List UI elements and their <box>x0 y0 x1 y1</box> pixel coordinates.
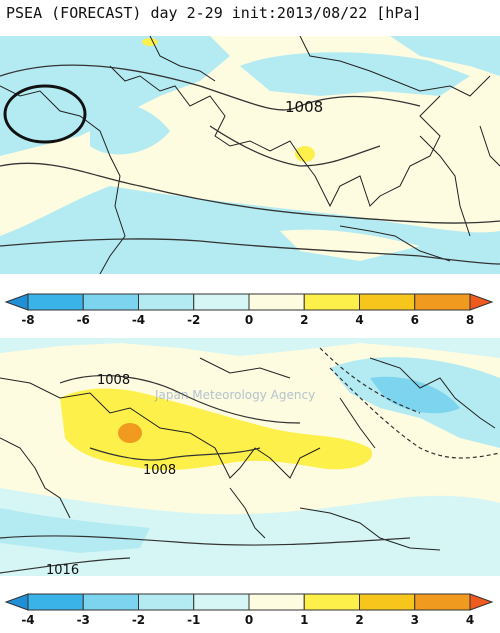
colorbar-segment <box>248 593 305 611</box>
negative-anomaly-region <box>280 229 420 261</box>
negative-anomaly-region <box>90 102 170 155</box>
colorbar-segment <box>138 593 195 611</box>
watermark: Japan Meteorology Agency <box>155 388 316 402</box>
colorbar-segment <box>414 293 471 311</box>
colorbar-segment <box>303 593 360 611</box>
colorbar-tick-label: -4 <box>21 613 34 627</box>
colorbar-tick-label: 2 <box>300 313 308 327</box>
colorbar-tick-label: 4 <box>355 313 363 327</box>
colorbar-segment <box>359 293 416 311</box>
colorbar-segment <box>4 293 29 311</box>
negative-anomaly-region <box>0 488 500 576</box>
colorbar-segment <box>303 293 360 311</box>
colorbar-tick-label: 0 <box>245 613 253 627</box>
colorbar-segment <box>414 593 471 611</box>
low-pressure-contour <box>3 84 87 144</box>
chart-title: PSEA (FORECAST) day 2-29 init:2013/08/22… <box>6 4 422 22</box>
colorbar-tick-label: 6 <box>411 313 419 327</box>
colorbar-segment <box>27 293 84 311</box>
contour-label: 1008 <box>285 98 323 116</box>
colorbar-tick-label: 1 <box>300 613 308 627</box>
contour-label: 1008 <box>97 373 130 388</box>
colorbar-tick-label: -8 <box>21 313 34 327</box>
colorbar-segment <box>359 593 416 611</box>
colorbar-tick-label: 8 <box>466 313 474 327</box>
isobars <box>0 64 500 265</box>
negative-anomaly-region <box>0 338 500 358</box>
colorbar-segment <box>82 293 139 311</box>
positive-anomaly-spot <box>295 146 315 162</box>
bottom-colorbar: -4 -3 -2 -1 0 1 2 3 4 <box>4 593 494 627</box>
colorbar-segment <box>193 593 250 611</box>
colorbar-segment <box>82 593 139 611</box>
colorbar-segment <box>469 293 494 311</box>
colorbar-tick-label: 0 <box>245 313 253 327</box>
colorbar-tick-label: -6 <box>77 313 90 327</box>
positive-anomaly-spot <box>142 38 158 46</box>
colorbar-tick-label: 2 <box>355 613 363 627</box>
colorbar-tick-label: -2 <box>187 313 200 327</box>
colorbar-segment <box>138 293 195 311</box>
negative-anomaly-region <box>240 52 470 96</box>
negative-anomaly-region <box>390 36 500 76</box>
coastlines <box>0 357 496 551</box>
colorbar-segment <box>193 293 250 311</box>
contour-label: 1016 <box>46 563 79 576</box>
colorbar-tick-label: 4 <box>466 613 474 627</box>
negative-anomaly-region <box>0 508 150 553</box>
isobars <box>0 347 500 574</box>
negative-anomaly-region <box>370 376 460 414</box>
colorbar-segment <box>248 293 305 311</box>
colorbar-segment <box>4 593 29 611</box>
colorbar-segment <box>469 593 494 611</box>
top-anomaly-map: 1008 <box>0 36 500 274</box>
top-colorbar: -8 -6 -4 -2 0 2 4 6 8 <box>4 293 494 327</box>
colorbar-tick-label: -3 <box>77 613 90 627</box>
contour-label: 1008 <box>143 463 176 478</box>
bottom-anomaly-map: 1008 1008 1016 <box>0 338 500 576</box>
colorbar-tick-label: -4 <box>132 313 145 327</box>
positive-anomaly-spot <box>118 423 142 443</box>
colorbar-tick-label: -1 <box>187 613 200 627</box>
positive-anomaly-region <box>60 388 372 471</box>
colorbar-tick-label: -2 <box>132 613 145 627</box>
colorbar-segment <box>27 593 84 611</box>
colorbar-tick-label: 3 <box>411 613 419 627</box>
